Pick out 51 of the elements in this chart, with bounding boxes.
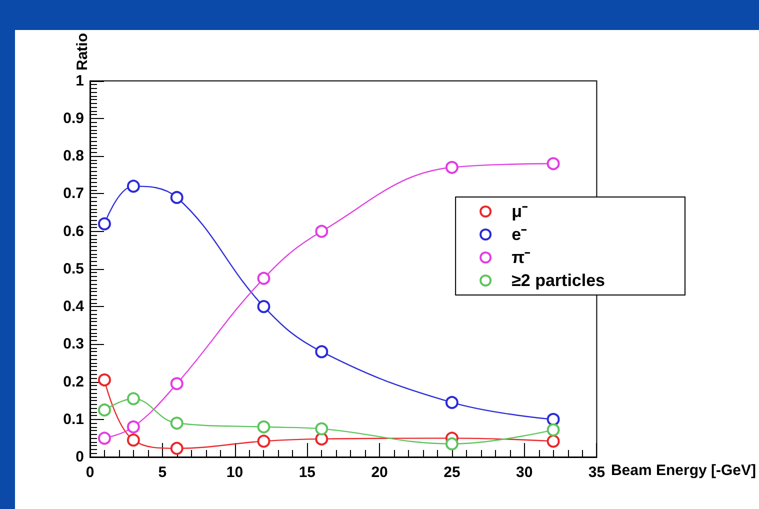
point: [170, 416, 184, 430]
point: [98, 403, 111, 416]
x-tick-label: 15: [298, 464, 316, 481]
point: [445, 437, 458, 450]
point: [257, 434, 270, 448]
point: [445, 396, 458, 409]
point: [546, 423, 560, 436]
point: [315, 422, 328, 436]
point: [257, 300, 270, 314]
point: [98, 373, 111, 386]
y-tick-label: 0.2: [63, 373, 84, 390]
legend-label: μ⁻: [512, 202, 528, 221]
x-tick-label: 25: [444, 464, 460, 481]
y-tick-label: 0.7: [63, 185, 84, 202]
y-tick-label: 0.3: [63, 336, 84, 353]
legend-label: π⁻: [512, 248, 531, 267]
point: [257, 272, 270, 285]
legend-label: ≥2 particles: [512, 271, 606, 290]
y-tick-label: 0.4: [63, 298, 85, 316]
point: [170, 190, 184, 204]
point: [126, 392, 140, 406]
point: [546, 157, 560, 170]
legend-label: e⁻: [512, 225, 528, 244]
y-tick-label: 0: [76, 448, 84, 466]
point: [126, 180, 140, 193]
point: [315, 432, 328, 446]
point: [98, 217, 111, 230]
x-tick-label: 30: [516, 464, 533, 481]
point: [546, 434, 560, 448]
y-tick-label: 0.9: [63, 110, 84, 128]
point: [315, 345, 328, 358]
point: [126, 420, 140, 434]
point: [445, 160, 458, 174]
y-axis-title: Ratio: [74, 33, 91, 70]
point: [98, 432, 111, 445]
y-tick-label: 1: [76, 72, 84, 90]
point: [170, 442, 184, 455]
y-tick-label: 0.5: [63, 260, 84, 278]
x-axis-title: Beam Energy [-GeV]: [610, 462, 756, 479]
point: [257, 420, 270, 434]
y-tick-label: 0.8: [63, 148, 84, 165]
point: [315, 224, 328, 238]
point: [546, 412, 560, 426]
point: [126, 434, 140, 447]
x-tick-label: 35: [588, 464, 606, 481]
x-tick-label: 10: [226, 464, 244, 481]
x-tick-label: 20: [371, 464, 388, 481]
point: [170, 377, 184, 390]
y-tick-label: 0.1: [63, 410, 84, 428]
x-tick-label: 5: [158, 464, 167, 481]
y-tick-label: 0.6: [63, 222, 84, 240]
